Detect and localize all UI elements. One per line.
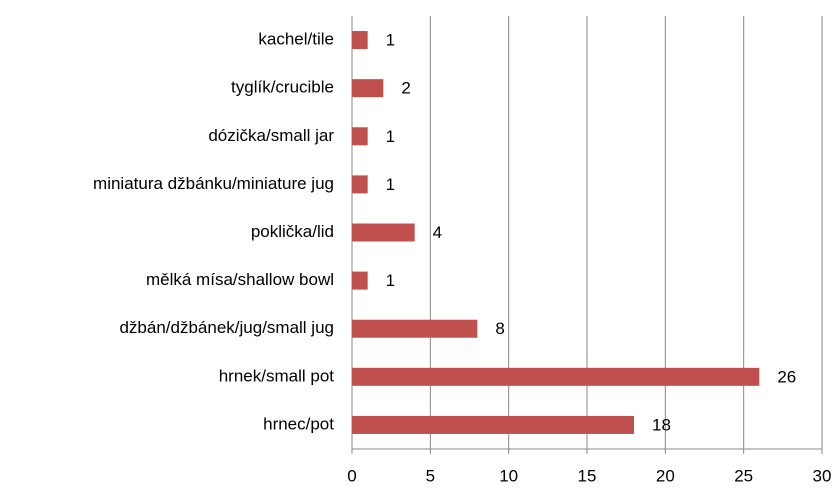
bar [352,415,634,434]
x-tick-label: 30 [813,466,832,485]
bar [352,271,368,290]
value-label: 1 [386,271,395,290]
value-label: 26 [777,367,796,386]
y-tick-label: tyglík/crucible [231,78,334,97]
bar [352,175,368,194]
x-tick-label: 0 [347,466,356,485]
y-tick-label: dózička/small jar [208,126,334,145]
x-tick-label: 15 [578,466,597,485]
value-label: 1 [386,127,395,146]
value-label: 1 [386,31,395,50]
value-label: 1 [386,175,395,194]
y-tick-label: mělká mísa/shallow bowl [146,270,334,289]
value-label: 2 [401,79,410,98]
bar [352,31,368,50]
y-tick-label: džbán/džbánek/jug/small jug [119,318,334,337]
y-tick-label: hrnec/pot [263,414,334,433]
y-tick-label: hrnek/small pot [219,366,335,385]
bar [352,127,368,146]
value-label: 8 [495,319,504,338]
bar [352,223,415,242]
y-tick-label: kachel/tile [258,30,334,49]
value-label: 18 [652,415,671,434]
x-tick-label: 25 [734,466,753,485]
x-tick-label: 5 [426,466,435,485]
bar [352,79,384,98]
x-tick-label: 20 [656,466,675,485]
y-tick-label: poklička/lid [251,222,334,241]
y-tick-label: miniatura džbánku/miniature jug [93,174,334,193]
bar [352,367,760,386]
bar [352,319,478,338]
value-label: 4 [433,223,442,242]
x-tick-label: 10 [499,466,518,485]
